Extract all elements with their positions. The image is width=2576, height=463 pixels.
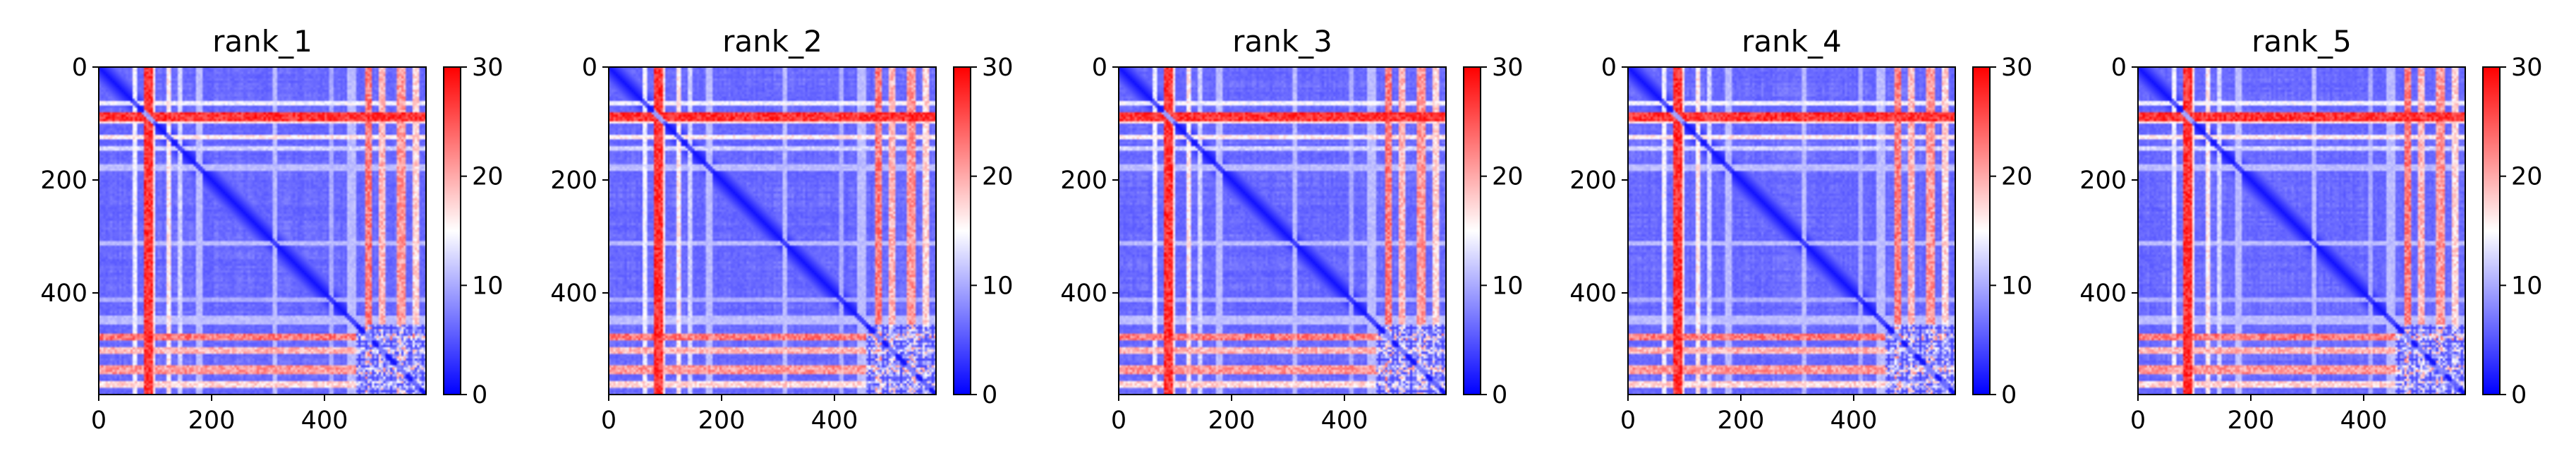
y-tick-label: 400	[1569, 279, 1617, 308]
colorbar-tick-label: 20	[2511, 163, 2543, 191]
y-tick-label: 0	[582, 54, 597, 82]
heatmap-matrix	[2138, 67, 2465, 395]
y-tick-label: 400	[2079, 279, 2127, 308]
colorbar	[2482, 66, 2501, 395]
x-tick-label: 0	[1620, 407, 1636, 435]
colorbar-tick-label: 30	[2001, 54, 2033, 82]
colorbar	[443, 66, 461, 395]
x-tick-label: 0	[91, 407, 107, 435]
y-tick-label: 400	[1060, 279, 1107, 308]
plot-frame	[608, 66, 937, 395]
heatmap-matrix	[609, 67, 936, 395]
x-tick-label: 200	[188, 407, 236, 435]
panel-rank-5: rank_5 0 200 400 0 200 400 0 10 20 30	[2079, 24, 2542, 435]
heatmap-matrix	[1119, 67, 1446, 395]
colorbar-tick-label: 30	[1492, 54, 1524, 82]
plot-frame	[1118, 66, 1447, 395]
y-tick-label: 200	[1569, 167, 1617, 195]
y-tick-label: 400	[40, 279, 87, 308]
colorbar-tick-label: 30	[472, 54, 504, 82]
y-tick-label: 0	[1601, 54, 1617, 82]
x-tick-label: 0	[601, 407, 616, 435]
colorbar-tick-label: 30	[2511, 54, 2543, 82]
heatmap-matrix	[1628, 67, 1955, 395]
plot-frame	[1627, 66, 1956, 395]
colorbar	[1972, 66, 1991, 395]
colorbar-tick-label: 0	[1492, 381, 1507, 409]
y-tick-label: 200	[550, 167, 597, 195]
x-tick-label: 400	[1830, 407, 1878, 435]
colorbar-tick-label: 20	[472, 163, 504, 191]
panel-rank-3: rank_3 0 200 400 0 200 400 0 10 20 30	[1060, 24, 1523, 435]
plot-frame	[98, 66, 427, 395]
colorbar-tick-label: 10	[2001, 272, 2033, 300]
colorbar-tick-label: 0	[2001, 381, 2017, 409]
panel-rank-4: rank_4 0 200 400 0 200 400 0 10 20 30	[1569, 24, 2032, 435]
panel-rank-1: rank_1 0 200 400 0 200 400 0 10 20 30	[40, 24, 503, 435]
colorbar-tick-label: 20	[1492, 163, 1524, 191]
colorbar	[953, 66, 971, 395]
colorbar	[1463, 66, 1481, 395]
colorbar-tick-label: 20	[982, 163, 1014, 191]
x-tick-label: 400	[2340, 407, 2388, 435]
colorbar-tick-label: 0	[2511, 381, 2527, 409]
x-tick-label: 200	[1718, 407, 1765, 435]
heatmap-matrix	[99, 67, 426, 395]
panel-title: rank_1	[212, 24, 312, 59]
colorbar-tick-label: 10	[982, 272, 1014, 300]
panel-title: rank_5	[2252, 24, 2352, 59]
y-tick-label: 0	[1092, 54, 1107, 82]
panel-title: rank_2	[722, 24, 822, 59]
panel-title: rank_3	[1232, 24, 1332, 59]
x-tick-label: 400	[1321, 407, 1368, 435]
colorbar-tick-label: 10	[1492, 272, 1524, 300]
colorbar-tick-label: 20	[2001, 163, 2033, 191]
plot-frame	[2137, 66, 2466, 395]
colorbar-tick-label: 0	[472, 381, 487, 409]
y-tick-label: 200	[2079, 167, 2127, 195]
y-tick-label: 0	[72, 54, 87, 82]
y-tick-label: 400	[550, 279, 597, 308]
y-tick-label: 200	[40, 167, 87, 195]
x-tick-label: 200	[2228, 407, 2275, 435]
x-tick-label: 400	[301, 407, 348, 435]
colorbar-tick-label: 10	[472, 272, 504, 300]
y-tick-label: 0	[2111, 54, 2127, 82]
colorbar-tick-label: 0	[982, 381, 997, 409]
x-tick-label: 400	[811, 407, 858, 435]
x-tick-label: 0	[1111, 407, 1126, 435]
y-tick-label: 200	[1060, 167, 1107, 195]
x-tick-label: 200	[1208, 407, 1256, 435]
x-tick-label: 200	[698, 407, 746, 435]
colorbar-tick-label: 30	[982, 54, 1014, 82]
panel-title: rank_4	[1742, 24, 1842, 59]
panel-rank-2: rank_2 0 200 400 0 200 400 0 10 20 30	[550, 24, 1013, 435]
colorbar-tick-label: 10	[2511, 272, 2543, 300]
x-tick-label: 0	[2130, 407, 2146, 435]
